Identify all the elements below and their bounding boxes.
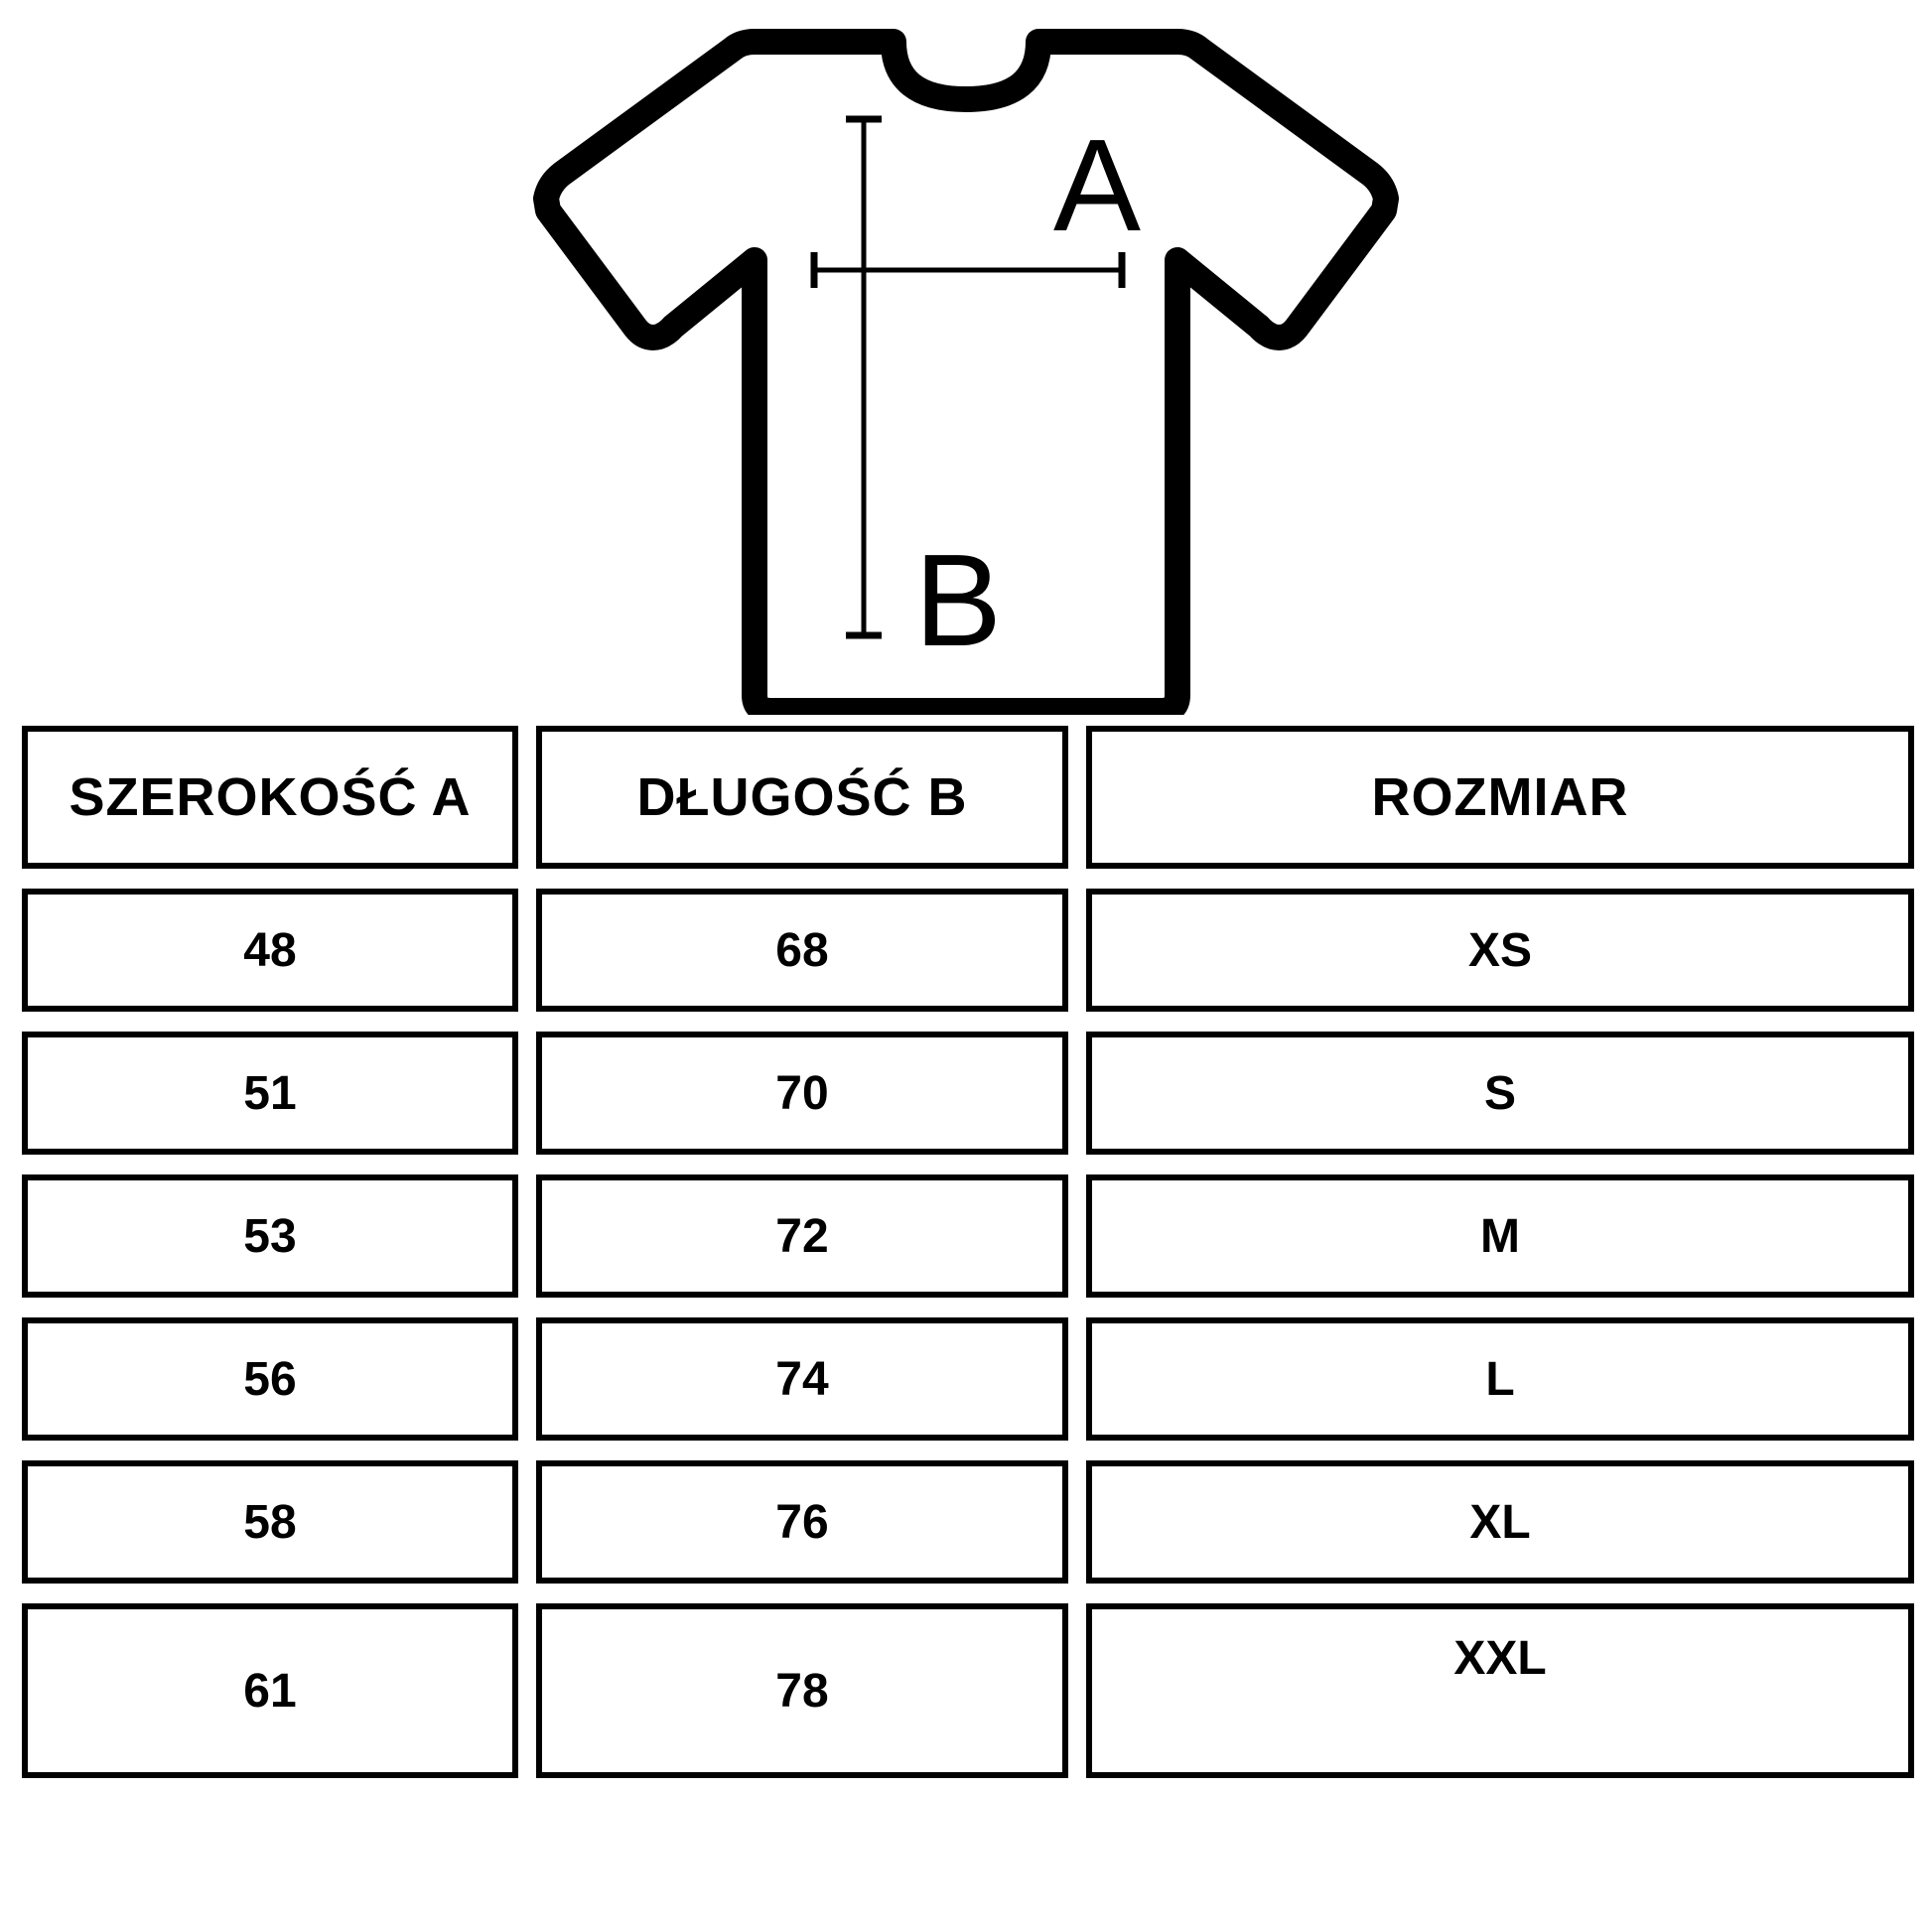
cell-width: 58	[22, 1460, 518, 1584]
table-row: 56 74 L	[22, 1317, 1914, 1441]
cell-length: 70	[536, 1032, 1068, 1155]
value-size: XXL	[1453, 1632, 1547, 1685]
value-width: 51	[243, 1066, 297, 1120]
cell-width: 61	[22, 1603, 518, 1778]
header-label-size: ROZMIAR	[1371, 767, 1629, 827]
value-width: 58	[243, 1495, 297, 1549]
header-label-width: SZEROKOŚĆ A	[69, 767, 472, 827]
table-row: 53 72 M	[22, 1174, 1914, 1298]
value-length: 70	[775, 1066, 829, 1120]
table-row: 48 68 XS	[22, 889, 1914, 1012]
value-size: XL	[1469, 1495, 1531, 1549]
tshirt-illustration: A B	[0, 0, 1932, 715]
cell-length: 74	[536, 1317, 1068, 1441]
value-size: XS	[1467, 923, 1533, 977]
value-length: 74	[775, 1352, 829, 1406]
table-row: 51 70 S	[22, 1032, 1914, 1155]
value-length: 76	[775, 1495, 829, 1549]
length-measure-line	[846, 115, 882, 639]
cell-size: XS	[1086, 889, 1914, 1012]
cell-size: M	[1086, 1174, 1914, 1298]
table-row: 61 78 XXL	[22, 1603, 1914, 1778]
table-row: 58 76 XL	[22, 1460, 1914, 1584]
value-length: 68	[775, 923, 829, 977]
value-size: M	[1480, 1209, 1520, 1263]
tshirt-outline-icon	[533, 29, 1399, 715]
header-cell-length: DŁUGOŚĆ B	[536, 726, 1068, 869]
value-size: L	[1485, 1352, 1515, 1406]
header-label-length: DŁUGOŚĆ B	[636, 767, 968, 827]
size-chart-table: SZEROKOŚĆ A DŁUGOŚĆ B ROZMIAR 48 68 XS 5…	[22, 726, 1914, 1778]
value-length: 72	[775, 1209, 829, 1263]
cell-width: 48	[22, 889, 518, 1012]
table-header-row: SZEROKOŚĆ A DŁUGOŚĆ B ROZMIAR	[22, 726, 1914, 869]
cell-size: XL	[1086, 1460, 1914, 1584]
width-measure-line	[810, 252, 1126, 288]
header-cell-width: SZEROKOŚĆ A	[22, 726, 518, 869]
cell-length: 68	[536, 889, 1068, 1012]
cell-width: 53	[22, 1174, 518, 1298]
cell-length: 76	[536, 1460, 1068, 1584]
value-width: 56	[243, 1352, 297, 1406]
length-label-b: B	[914, 527, 1002, 673]
value-size: S	[1483, 1066, 1516, 1120]
cell-length: 72	[536, 1174, 1068, 1298]
value-length: 78	[775, 1664, 829, 1718]
cell-length: 78	[536, 1603, 1068, 1778]
value-width: 48	[243, 923, 297, 977]
width-label-a: A	[1053, 112, 1141, 258]
cell-size: S	[1086, 1032, 1914, 1155]
cell-width: 51	[22, 1032, 518, 1155]
value-width: 53	[243, 1209, 297, 1263]
cell-size: L	[1086, 1317, 1914, 1441]
cell-width: 56	[22, 1317, 518, 1441]
value-width: 61	[243, 1664, 297, 1718]
header-cell-size: ROZMIAR	[1086, 726, 1914, 869]
cell-size: XXL	[1086, 1603, 1914, 1778]
